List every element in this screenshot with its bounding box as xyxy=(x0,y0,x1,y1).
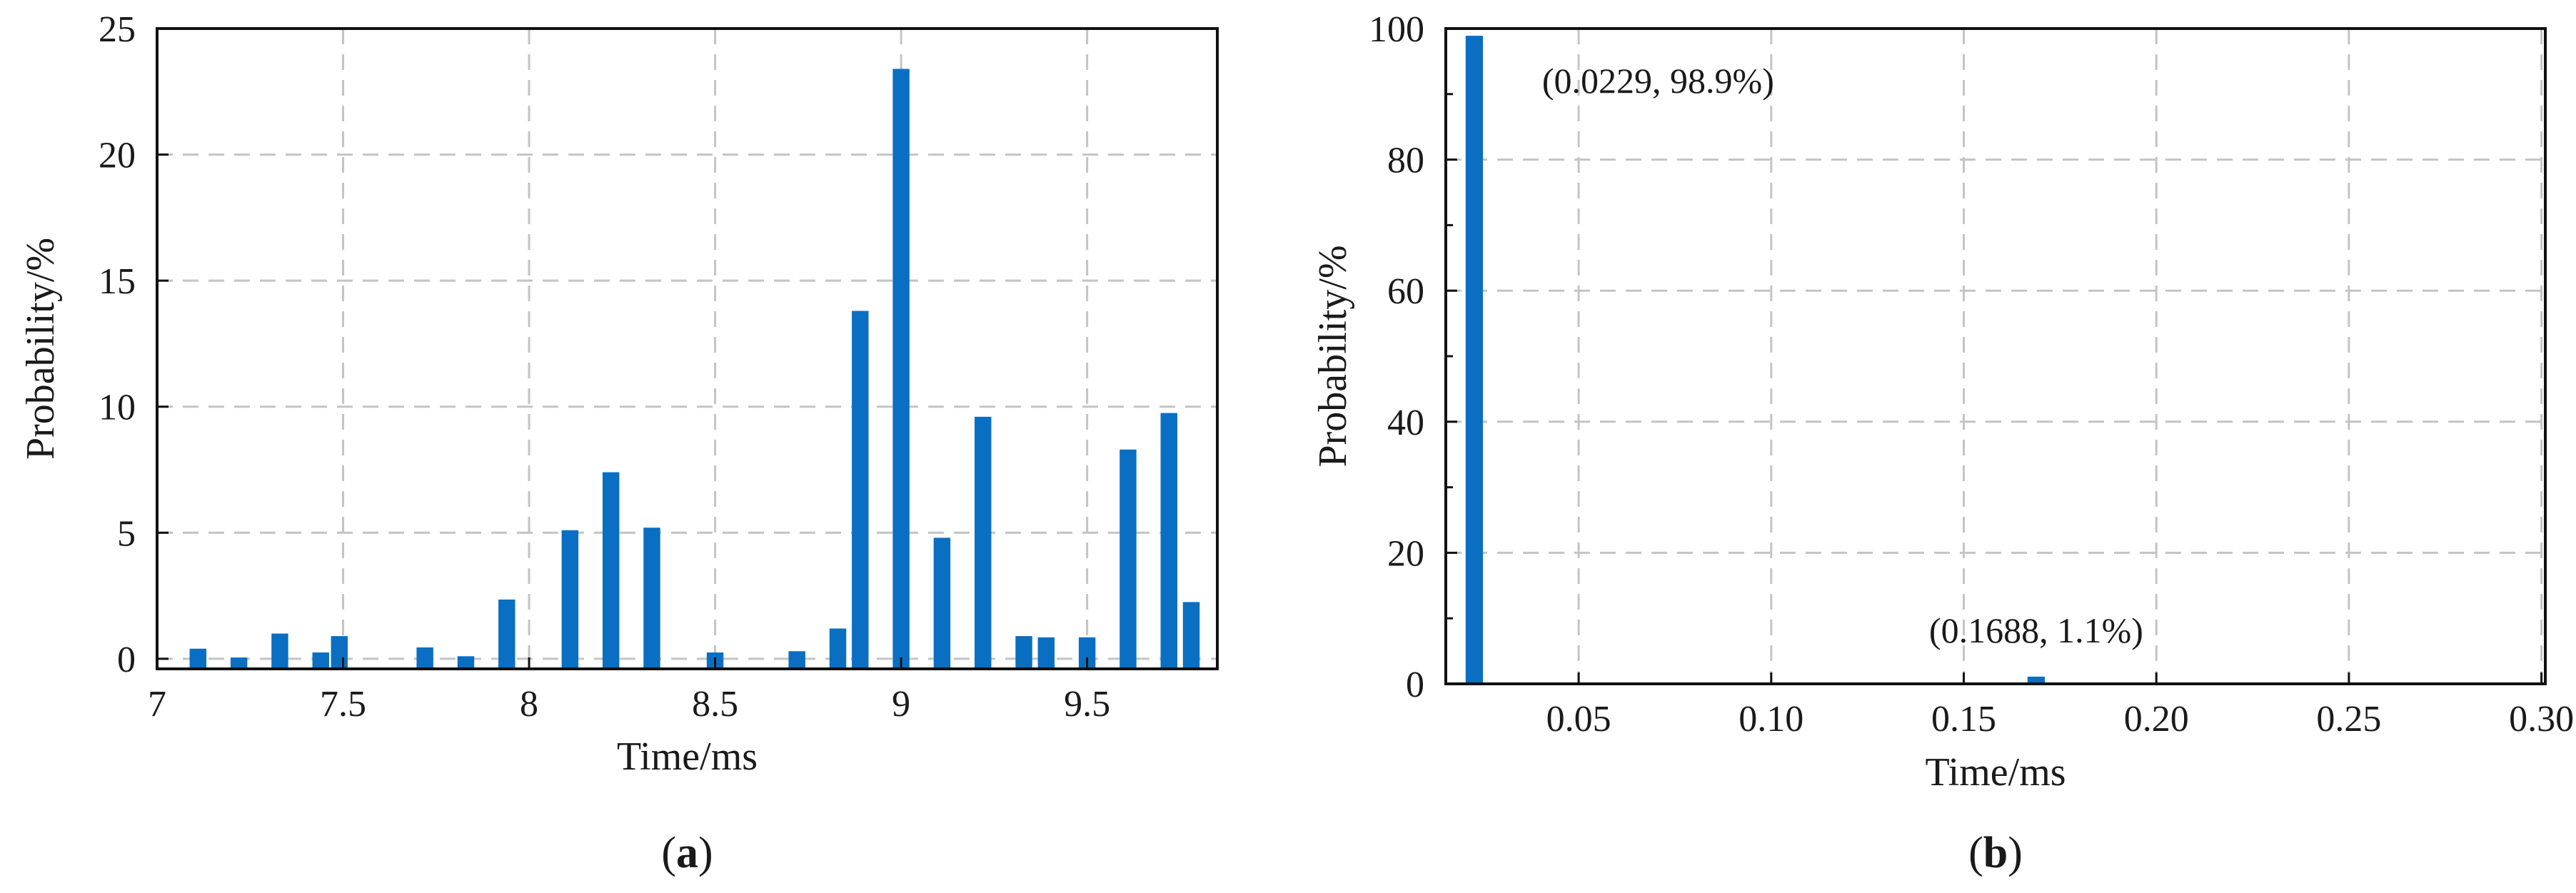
bar xyxy=(1160,413,1177,669)
x-tick-label: 0.15 xyxy=(1931,699,1996,740)
bar xyxy=(975,416,992,669)
bar xyxy=(1120,449,1137,669)
bar xyxy=(331,636,348,669)
bar xyxy=(643,528,660,669)
y-tick-label: 60 xyxy=(1387,271,1424,312)
x-axis-label: Time/ms xyxy=(617,735,758,779)
x-tick-label: 0.30 xyxy=(2509,699,2574,740)
y-axis-label: Probability/% xyxy=(1311,245,1355,467)
y-tick-label: 80 xyxy=(1387,141,1424,181)
bar xyxy=(933,538,951,669)
bar xyxy=(892,69,910,670)
bar xyxy=(189,648,207,669)
y-tick-label: 25 xyxy=(99,9,136,50)
x-tick-label: 0.20 xyxy=(2124,699,2189,740)
panel-label-paren: ) xyxy=(2008,829,2023,877)
panel-label-letter: a xyxy=(676,829,698,877)
plot-frame xyxy=(156,27,1219,670)
x-tick-label: 0.05 xyxy=(1546,699,1611,740)
bar xyxy=(602,472,620,669)
bar xyxy=(457,656,475,669)
x-tick-label: 8.5 xyxy=(692,684,738,725)
y-tick-label: 15 xyxy=(99,261,136,302)
bar xyxy=(271,633,288,669)
panel-label: (a) xyxy=(661,829,713,877)
y-tick-label: 0 xyxy=(117,640,136,680)
chart-panel-a: 7 7.5 8 8.5 9 9.5 0 5 10 15 20 25 Time/ms Probability… xyxy=(19,9,1219,877)
bar xyxy=(852,311,869,669)
bar xyxy=(1465,36,1484,684)
panel-label-paren: ( xyxy=(1968,829,1983,877)
y-tick-label: 40 xyxy=(1387,403,1424,443)
y-axis-label: Probability/% xyxy=(19,238,63,460)
data-annotation: (0.0229, 98.9%) xyxy=(1542,61,1774,101)
bar xyxy=(1037,637,1055,669)
bar xyxy=(2027,676,2046,684)
bar xyxy=(1182,602,1200,669)
bar xyxy=(498,599,515,669)
bar xyxy=(829,628,847,669)
x-tick-label: 0.25 xyxy=(2316,699,2381,740)
x-tick-label: 7.5 xyxy=(320,684,366,725)
panel-label-paren: ) xyxy=(698,829,713,877)
panel-label-letter: b xyxy=(1983,829,2008,877)
chart-panel-b: 0.05 0.10 0.15 0.20 0.25 0.30 0 20 40 60 80 100 Time… xyxy=(1311,9,2574,877)
bar xyxy=(788,651,805,669)
x-tick-label: 7 xyxy=(148,684,166,725)
y-tick-label: 10 xyxy=(99,388,136,428)
data-annotation: (0.1688, 1.1%) xyxy=(1929,610,2143,650)
x-tick-label: 8 xyxy=(520,684,538,725)
bar xyxy=(1078,637,1096,669)
y-tick-label: 5 xyxy=(117,513,136,554)
y-tick-label: 20 xyxy=(99,136,136,176)
bar xyxy=(1015,636,1032,669)
y-tick-label: 100 xyxy=(1369,9,1424,50)
x-axis-label: Time/ms xyxy=(1925,750,2066,794)
y-tick-label: 0 xyxy=(1406,665,1424,705)
panel-label-paren: ( xyxy=(661,829,676,877)
bar xyxy=(230,657,248,669)
plot-frame xyxy=(1444,27,2547,685)
x-tick-label: 0.10 xyxy=(1739,699,1803,740)
panel-label: (b) xyxy=(1968,829,2023,877)
x-tick-label: 9.5 xyxy=(1064,684,1110,725)
bar xyxy=(416,647,433,669)
y-tick-label: 20 xyxy=(1387,533,1424,574)
bar xyxy=(561,530,579,669)
bar xyxy=(312,652,329,669)
x-tick-label: 9 xyxy=(892,684,910,725)
